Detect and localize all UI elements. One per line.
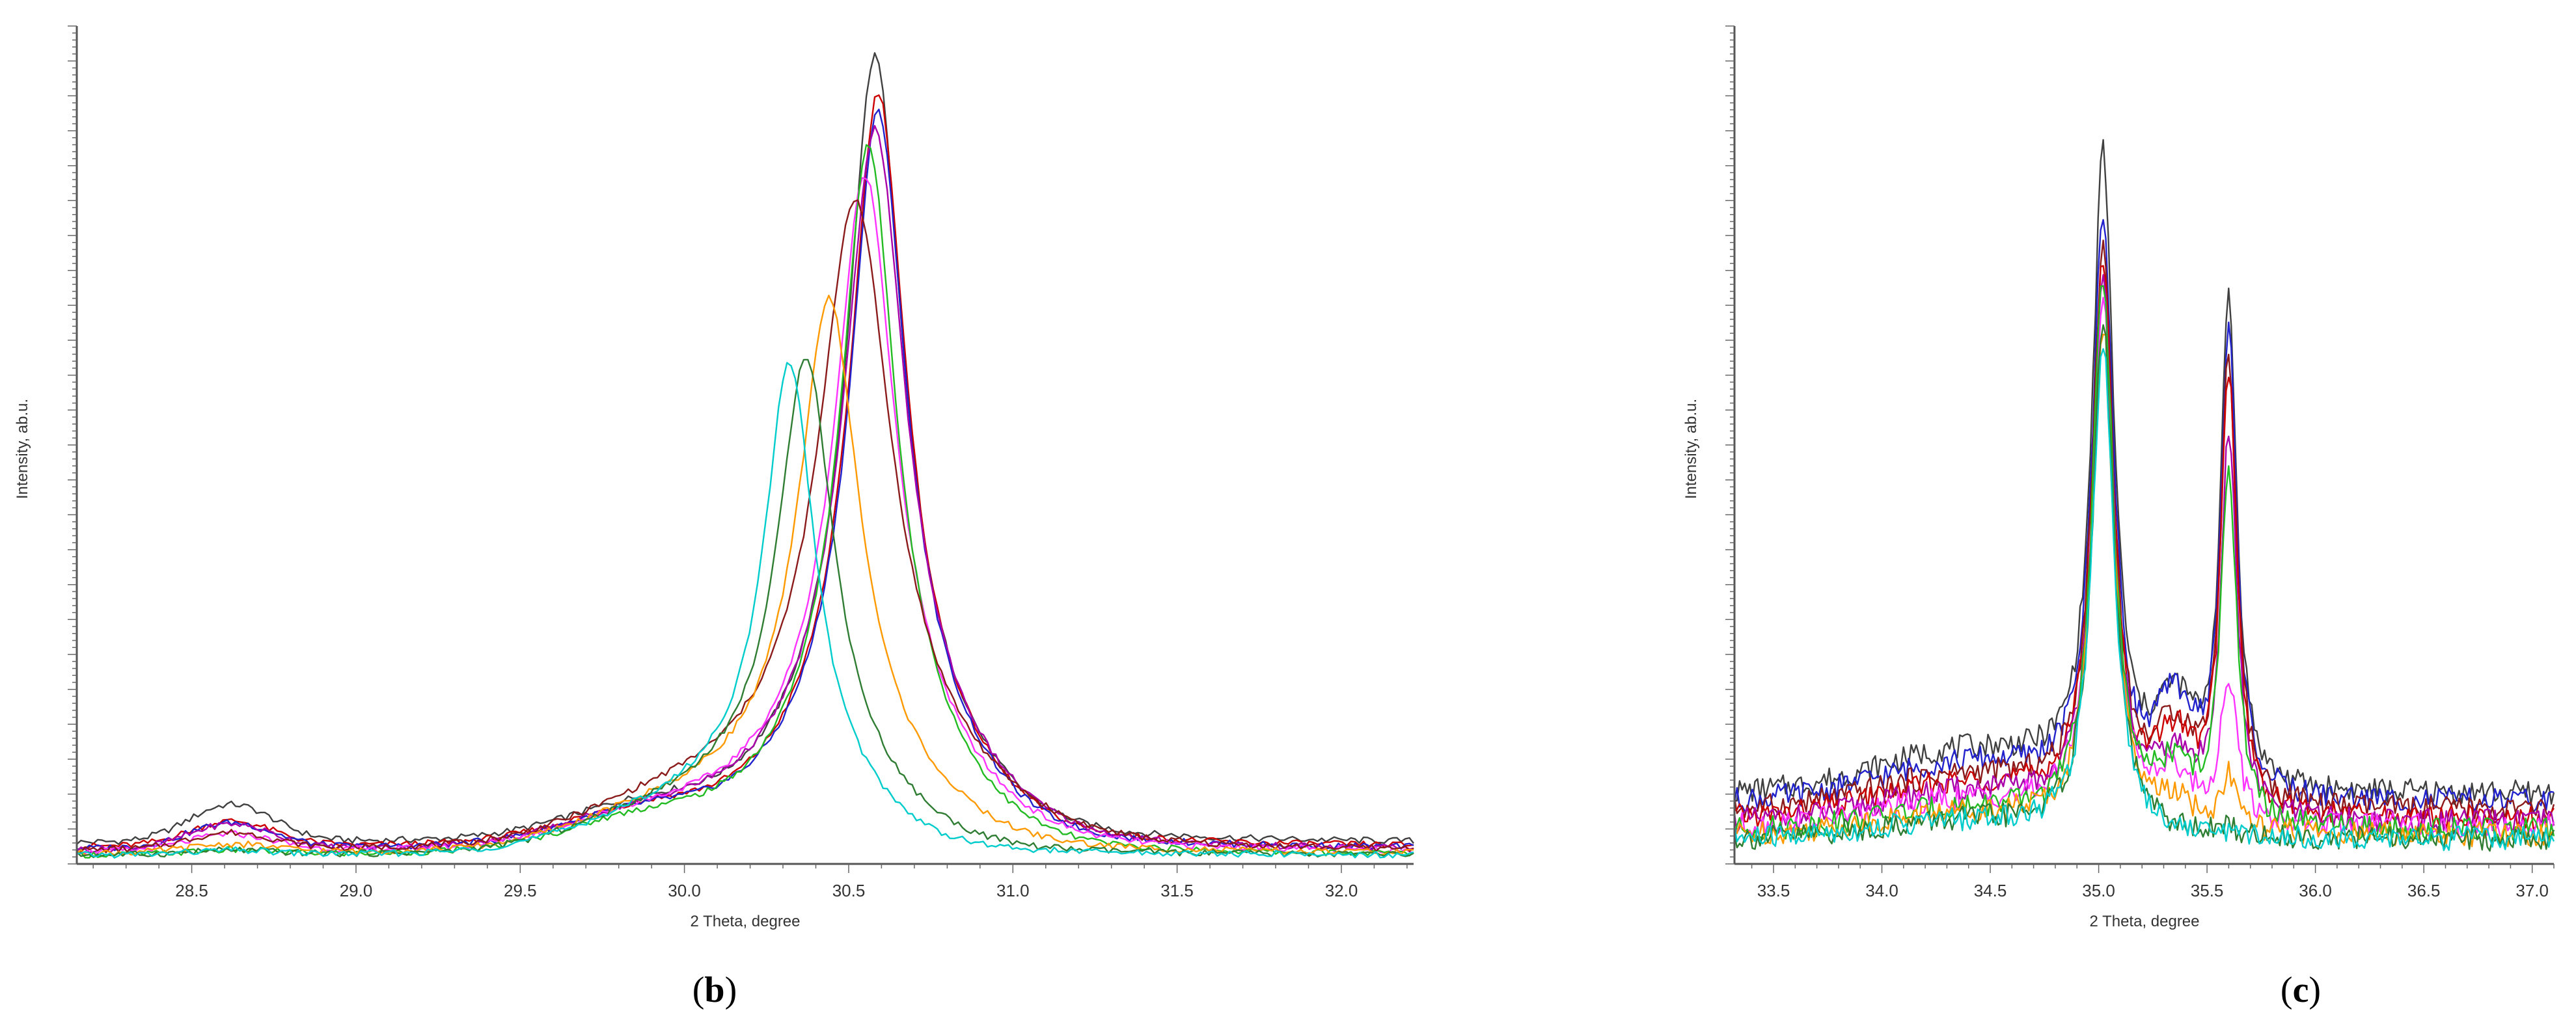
chart-b-series-7-line [76, 199, 1414, 854]
chart-c-series-9-line [1733, 324, 2555, 852]
chart-b-x-tick-label: 29.0 [340, 881, 373, 900]
chart-b-x-tick-label: 29.5 [504, 881, 537, 900]
chart-b-y-axis-title: Intensity, ab.u. [14, 399, 31, 499]
chart-b-series-4-line [76, 125, 1414, 854]
chart-c-series-1-line [1734, 139, 2555, 805]
chart-b-series-9-line [76, 358, 1414, 859]
chart-b-series-1-line [76, 52, 1414, 845]
chart-c-series-6-line [1733, 297, 2555, 839]
chart-c-series-3-line [1733, 239, 2555, 821]
chart-c-x-tick-label: 33.5 [1757, 881, 1790, 900]
chart-b-series-lines [76, 52, 1414, 859]
chart-b-series-3-line [76, 109, 1414, 852]
chart-c-x-tick-label: 34.5 [1974, 881, 2007, 900]
chart-c-x-ticks: 33.5 34.0 34.5 35.0 35.5 36.0 36.5 37.0 [1751, 864, 2555, 900]
chart-b-series-8-line [76, 295, 1414, 857]
chart-panel-b: 28.5 29.0 29.5 30.0 30.5 31.0 31.5 32.0 2 Theta… [14, 25, 1414, 1010]
chart-b-x-tick-label: 32.0 [1325, 881, 1358, 900]
chart-c-series-10-line [1733, 348, 2555, 852]
chart-b-x-axis-title: 2 Theta, degree [690, 913, 800, 930]
chart-b-y-ticks [68, 25, 77, 865]
chart-c-series-7-line [1733, 285, 2555, 843]
chart-c-y-ticks [1725, 25, 1734, 865]
chart-b-x-tick-label: 30.5 [832, 881, 866, 900]
chart-b-x-ticks: 28.5 29.0 29.5 30.0 30.5 31.0 31.5 32.0 [92, 864, 1408, 900]
chart-c-series-4-line [1734, 265, 2555, 830]
panel-letter-c: (c) [2281, 970, 2321, 1010]
chart-c-x-tick-label: 34.0 [1865, 881, 1898, 900]
chart-c-x-tick-label: 37.0 [2515, 881, 2549, 900]
chart-c-x-tick-label: 36.5 [2407, 881, 2441, 900]
chart-panel-c: 33.5 34.0 34.5 35.0 35.5 36.0 36.5 37.0 2 Theta… [1682, 25, 2555, 1010]
chart-b-x-tick-label: 31.0 [996, 881, 1030, 900]
chart-c-x-tick-label: 35.0 [2082, 881, 2115, 900]
chart-c-y-axis-title: Intensity, ab.u. [1682, 399, 1700, 499]
chart-b-series-6-line [76, 144, 1414, 859]
chart-c-x-tick-label: 35.5 [2191, 881, 2224, 900]
chart-b-series-10-line [76, 362, 1414, 859]
chart-c-series-lines [1733, 139, 2555, 852]
chart-b-x-tick-label: 30.0 [668, 881, 701, 900]
chart-c-series-5-line [1733, 274, 2555, 834]
chart-b-x-tick-label: 31.5 [1160, 881, 1194, 900]
panel-letter-b: (b) [692, 970, 737, 1010]
chart-c-series-2-line [1733, 219, 2555, 813]
chart-b-x-tick-label: 28.5 [175, 881, 208, 900]
chart-b-series-2-line [76, 94, 1414, 850]
chart-c-x-axis-title: 2 Theta, degree [2089, 913, 2199, 930]
chart-c-x-tick-label: 36.0 [2299, 881, 2332, 900]
